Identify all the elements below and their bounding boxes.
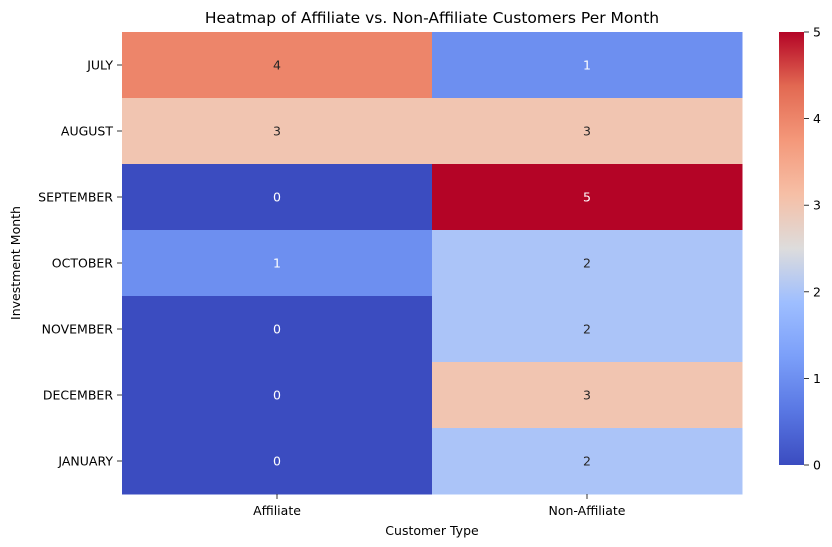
cell-value-label: 2 bbox=[583, 322, 591, 337]
cell-value-label: 5 bbox=[583, 190, 591, 205]
heatmap-cell bbox=[122, 428, 433, 495]
heatmap-cell bbox=[122, 164, 433, 231]
cell-value-label: 3 bbox=[273, 124, 281, 139]
heatmap-cell bbox=[122, 230, 433, 297]
heatmap-cell bbox=[432, 296, 743, 363]
y-tick-label: NOVEMBER bbox=[42, 322, 114, 337]
x-axis-label: Customer Type bbox=[385, 523, 479, 538]
colorbar-tick-label: 5 bbox=[813, 25, 821, 40]
y-axis-ticks: JULY AUGUST SEPTEMBER OCTOBER NOVEMBER DECEMB… bbox=[38, 58, 122, 469]
colorbar-tick-label: 3 bbox=[813, 198, 821, 213]
heatmap-cell bbox=[122, 296, 433, 363]
heatmap-cell bbox=[432, 362, 743, 429]
y-tick-label: AUGUST bbox=[61, 124, 113, 139]
cell-value-label: 2 bbox=[583, 256, 591, 271]
y-tick-label: DECEMBER bbox=[43, 388, 113, 403]
heatmap-cell bbox=[122, 98, 433, 165]
heatmap-cell bbox=[122, 32, 433, 99]
y-tick-label: OCTOBER bbox=[52, 256, 114, 271]
x-tick-label: Affiliate bbox=[253, 503, 301, 518]
cell-value-label: 1 bbox=[583, 58, 591, 73]
colorbar-tick-label: 0 bbox=[813, 458, 821, 473]
colorbar-tick-label: 2 bbox=[813, 284, 821, 299]
heatmap-cell-labels: 4 1 3 3 0 5 1 2 0 2 0 3 0 2 bbox=[273, 58, 591, 469]
heatmap-cell bbox=[432, 428, 743, 495]
cell-value-label: 3 bbox=[583, 388, 591, 403]
cell-value-label: 4 bbox=[273, 58, 281, 73]
cell-value-label: 1 bbox=[273, 256, 281, 271]
cell-value-label: 0 bbox=[273, 322, 281, 337]
colorbar-tick-label: 4 bbox=[813, 111, 821, 126]
heatmap-cell bbox=[432, 32, 743, 99]
cell-value-label: 2 bbox=[583, 454, 591, 469]
cell-value-label: 0 bbox=[273, 190, 281, 205]
cell-value-label: 0 bbox=[273, 454, 281, 469]
y-tick-label: JANUARY bbox=[57, 454, 113, 469]
x-axis-ticks: Affiliate Non-Affiliate bbox=[253, 494, 626, 518]
cell-value-label: 3 bbox=[583, 124, 591, 139]
heatmap-cell bbox=[122, 362, 433, 429]
y-axis-label: Investment Month bbox=[8, 206, 23, 320]
x-tick-label: Non-Affiliate bbox=[549, 503, 626, 518]
colorbar-tick-label: 1 bbox=[813, 371, 821, 386]
heatmap-cell bbox=[432, 98, 743, 165]
y-tick-label: JULY bbox=[86, 58, 113, 73]
colorbar bbox=[779, 32, 804, 465]
cell-value-label: 0 bbox=[273, 388, 281, 403]
heatmap-cell bbox=[432, 164, 743, 231]
chart-title: Heatmap of Affiliate vs. Non-Affiliate C… bbox=[205, 9, 659, 27]
heatmap-cells bbox=[122, 32, 743, 495]
heatmap-cell bbox=[432, 230, 743, 297]
y-tick-label: SEPTEMBER bbox=[38, 190, 113, 205]
colorbar-ticks: 0 1 2 3 4 5 bbox=[804, 25, 821, 473]
